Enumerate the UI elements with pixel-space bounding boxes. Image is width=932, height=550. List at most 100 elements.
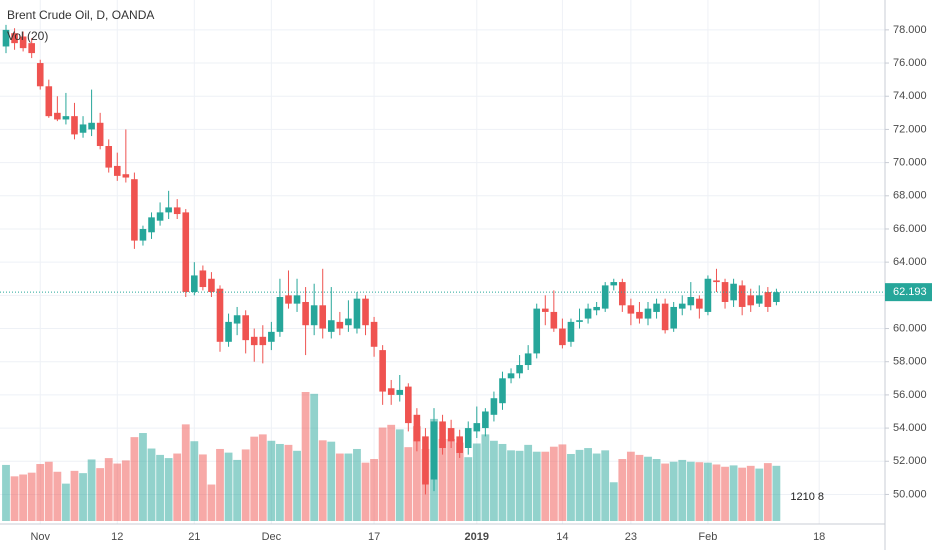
volume-bar	[2, 464, 10, 521]
y-tick-label: 72.000	[893, 123, 927, 135]
candle-body	[644, 308, 652, 319]
volume-bar	[301, 392, 310, 521]
volume-bar	[575, 449, 584, 521]
volume-bar	[584, 448, 592, 521]
candle-body	[148, 217, 155, 233]
candle-body	[19, 36, 27, 49]
last-price-label: 62.193	[893, 286, 927, 298]
volume-bar	[79, 473, 87, 521]
volume-bar	[335, 453, 344, 521]
x-tick-label: Nov	[30, 531, 50, 543]
candle-body	[242, 315, 249, 341]
candle-body	[250, 336, 258, 346]
volume-bar	[53, 471, 62, 521]
volume-bar	[44, 461, 53, 521]
volume-bar	[738, 467, 747, 521]
candle-body	[738, 285, 746, 307]
volume-bar	[378, 427, 387, 521]
volume-bar	[147, 448, 156, 521]
candle-body	[704, 278, 712, 312]
candle-body	[191, 275, 198, 293]
y-tick-label: 74.000	[893, 90, 927, 102]
volume-bar	[190, 441, 199, 521]
candle-body	[730, 283, 737, 301]
volume-bar	[284, 444, 293, 521]
volume-bar	[19, 474, 28, 521]
candle-body	[362, 298, 369, 326]
candle-body	[105, 146, 113, 168]
volume-bar	[258, 434, 267, 521]
volume-bar	[224, 452, 233, 521]
indicator-label: Vol (20)	[7, 29, 48, 43]
candle-body	[619, 282, 626, 306]
candle-body	[456, 436, 463, 453]
candle-body	[773, 292, 780, 302]
volume-bar	[763, 463, 772, 521]
candle-body	[482, 411, 489, 429]
candle-body	[627, 305, 635, 314]
volume-bar	[121, 460, 130, 521]
candle-body	[661, 303, 669, 331]
x-tick-label: 21	[188, 531, 200, 543]
last-price-box	[885, 283, 932, 302]
candle-body	[584, 308, 592, 319]
volume-bar	[626, 451, 635, 521]
volume-bar	[472, 443, 481, 521]
volume-bar	[250, 436, 259, 521]
y-tick-label: 58.000	[893, 356, 927, 368]
volume-bar	[541, 451, 550, 521]
y-tick-label: 66.000	[893, 223, 927, 235]
candle-body	[550, 311, 558, 329]
volume-bar	[207, 484, 216, 521]
candle-body	[516, 365, 523, 374]
candle-body	[473, 423, 481, 432]
volume-bar	[481, 434, 490, 521]
volume-bar	[635, 454, 644, 521]
x-tick-label: 17	[368, 531, 380, 543]
candles	[2, 24, 780, 495]
candle-body	[113, 165, 121, 176]
volume-bar	[558, 444, 567, 521]
volume-bar	[70, 470, 79, 521]
x-tick-label: 23	[625, 531, 637, 543]
y-tick-label: 56.000	[893, 389, 927, 401]
candle-body	[96, 122, 104, 147]
candle-body	[755, 295, 763, 304]
volume-bar	[216, 448, 224, 521]
candle-body	[593, 306, 600, 311]
volume-bar	[490, 440, 498, 521]
candle-body	[122, 174, 130, 178]
volume-bar	[387, 424, 396, 521]
candle-body	[28, 43, 35, 54]
candle-body	[208, 278, 215, 293]
candle-body	[54, 112, 61, 120]
volume-bar	[412, 426, 421, 521]
candle-body	[62, 116, 70, 120]
candle-body	[422, 436, 429, 485]
volume-bar	[241, 449, 250, 521]
volume-bar	[507, 450, 515, 521]
volume-bar	[532, 451, 541, 521]
candle-body	[687, 297, 695, 306]
volume-bar	[164, 458, 173, 521]
candle-body	[490, 398, 498, 415]
candle-body	[636, 311, 643, 319]
candle-body	[276, 297, 284, 332]
candle-body	[36, 63, 44, 87]
volume-bar	[746, 465, 755, 521]
y-tick-label: 64.000	[893, 256, 927, 268]
volume-bar	[156, 454, 164, 521]
candle-body	[405, 386, 412, 424]
volume-bar	[353, 448, 361, 521]
candle-body	[678, 303, 686, 309]
volume-bar	[276, 443, 284, 521]
volume-bar	[609, 482, 618, 521]
volume-bar	[618, 459, 627, 521]
volume-bar	[104, 458, 113, 521]
volume-bar	[173, 453, 182, 521]
x-tick-label: Feb	[698, 531, 717, 543]
volume-bar	[524, 444, 533, 521]
candle-body	[524, 353, 532, 366]
candle-body	[233, 315, 241, 324]
candle-body	[721, 282, 729, 302]
